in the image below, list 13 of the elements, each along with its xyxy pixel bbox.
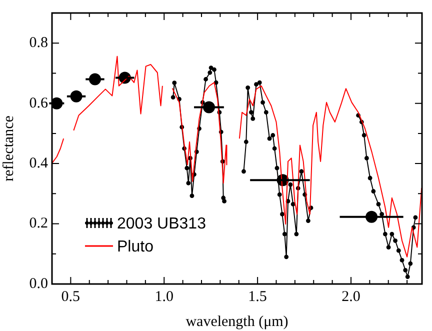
y-tick-label: 0.0 <box>29 276 48 292</box>
x-axis-title: wavelength (μm) <box>186 314 288 330</box>
x-tick-label: 0.5 <box>61 288 80 305</box>
y-axis-title: reflectance <box>0 115 17 182</box>
y-tick-label: 0.6 <box>29 95 48 112</box>
legend-label: Pluto <box>117 238 154 256</box>
x-tick-label: 1.0 <box>154 288 174 305</box>
x-tick-label: 1.5 <box>248 288 267 305</box>
legend-label: 2003 UB313 <box>117 215 206 232</box>
x-tick-label: 2.0 <box>342 288 360 305</box>
y-tick-label: 0.8 <box>29 35 48 52</box>
y-tick-label: 0.2 <box>29 216 48 232</box>
y-tick-label: 0.4 <box>29 155 48 172</box>
